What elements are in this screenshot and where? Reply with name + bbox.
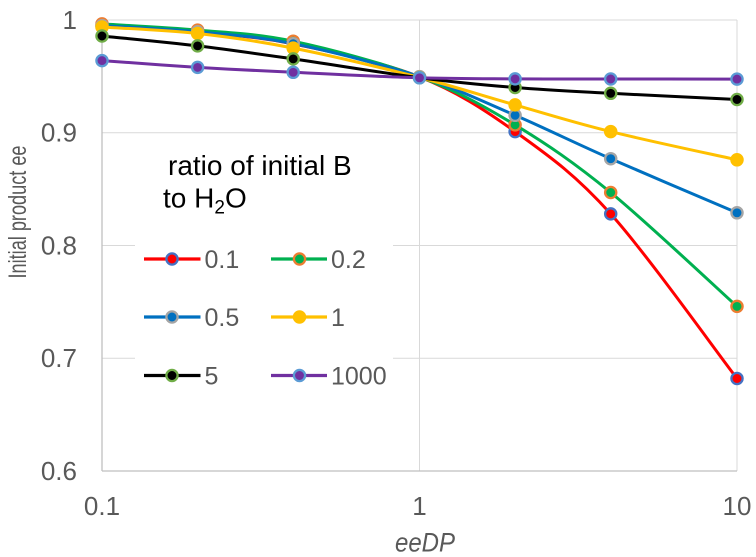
svg-text:1: 1 [412,491,426,521]
svg-text:eeDP: eeDP [395,528,455,557]
svg-text:1: 1 [331,304,345,332]
svg-text:0.7: 0.7 [41,343,77,373]
svg-text:0.1: 0.1 [84,491,120,521]
svg-text:0.1: 0.1 [205,246,240,274]
svg-text:1: 1 [63,5,77,35]
svg-text:0.2: 0.2 [331,246,366,274]
svg-text:ratio of initial B: ratio of initial B [168,150,352,181]
svg-text:0.8: 0.8 [41,231,77,261]
svg-text:1000: 1000 [331,362,387,390]
svg-text:0.5: 0.5 [205,304,240,332]
svg-text:0.6: 0.6 [41,456,77,486]
svg-text:0.9: 0.9 [41,118,77,148]
svg-text:10: 10 [723,491,752,521]
svg-text:to H2O: to H2O [163,183,247,219]
svg-text:Initial product ee: Initial product ee [4,146,32,279]
svg-text:5: 5 [205,362,219,390]
